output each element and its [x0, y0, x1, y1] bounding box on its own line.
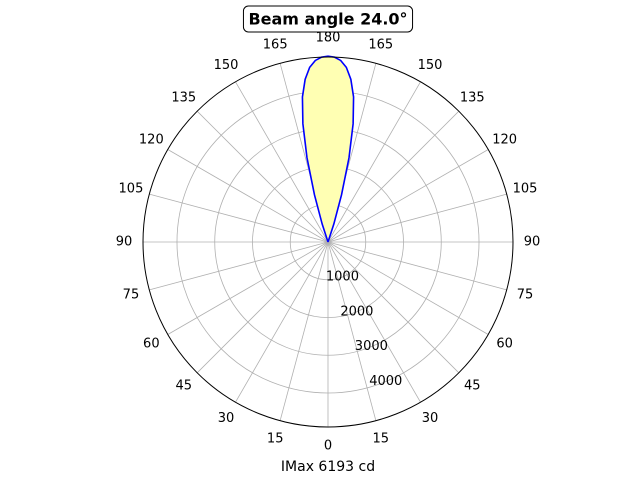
angle-tick-label: 60 — [496, 337, 513, 352]
radial-tick-label: 4000 — [369, 374, 402, 389]
title-background — [242, 5, 414, 33]
radial-tick-labels: 1000 2000 3000 4000 — [326, 269, 402, 389]
angle-tick-label: 30 — [422, 411, 439, 426]
angle-tick-label: 45 — [464, 379, 481, 394]
series-fill — [302, 56, 354, 242]
angle-tick-label: 150 — [214, 58, 239, 73]
angle-tick-label: 0 — [324, 439, 332, 454]
angular-gridline — [196, 241, 329, 374]
angle-tick-label: 135 — [460, 90, 485, 105]
title-box: Beam angle 24.0° — [242, 5, 414, 33]
angular-gridline — [327, 193, 507, 243]
series-line — [301, 55, 355, 243]
angular-gridline — [279, 241, 329, 421]
angle-tick-label: 60 — [143, 337, 160, 352]
angle-tick-label: 180 — [316, 31, 341, 46]
angular-gridline — [167, 149, 329, 243]
angular-gridline — [327, 149, 489, 243]
angular-gridline — [235, 241, 329, 403]
angular-gridline — [327, 241, 507, 291]
angular-gridline — [235, 81, 329, 243]
angle-tick-label: 165 — [263, 37, 288, 52]
angular-gridline — [327, 241, 460, 374]
series-layer — [301, 55, 355, 243]
angle-tick-label: 150 — [418, 58, 443, 73]
angular-gridline — [327, 241, 421, 403]
angle-tick-label: 105 — [119, 182, 144, 197]
angle-tick-label: 30 — [218, 411, 235, 426]
angular-gridline — [167, 241, 329, 335]
polar-frame — [142, 56, 514, 428]
angular-gridline — [196, 110, 329, 243]
angle-tick-label: 90 — [116, 235, 133, 250]
angle-tick-label: 45 — [175, 379, 192, 394]
angle-tick-label: 15 — [267, 432, 284, 447]
angular-gridline — [327, 110, 460, 243]
angular-gridline — [327, 241, 489, 335]
chart-title: Beam angle 24.0° — [248, 10, 407, 29]
angle-tick-label: 15 — [373, 432, 390, 447]
angular-gridline — [327, 81, 421, 243]
x-axis-label: IMax 6193 cd — [281, 459, 375, 475]
angle-tick-label: 120 — [492, 133, 517, 148]
angle-tick-label: 105 — [513, 182, 538, 197]
radial-tick-label: 1000 — [326, 269, 359, 284]
angle-tick-label: 165 — [368, 37, 393, 52]
angle-tick-label: 75 — [123, 287, 140, 302]
angle-tick-label: 120 — [139, 133, 164, 148]
angular-gridline — [149, 241, 329, 291]
angular-gridline — [149, 193, 329, 243]
angle-tick-label: 135 — [171, 90, 196, 105]
angle-tick-label: 90 — [524, 235, 541, 250]
radial-tick-label: 3000 — [355, 339, 388, 354]
angle-tick-label: 75 — [517, 287, 534, 302]
angle-tick-labels: 0 15 30 45 60 75 90 105 120 135 150 165 180 165 150 135… — [116, 31, 541, 454]
radial-tick-label: 2000 — [340, 304, 373, 319]
angular-gridline — [327, 241, 377, 421]
